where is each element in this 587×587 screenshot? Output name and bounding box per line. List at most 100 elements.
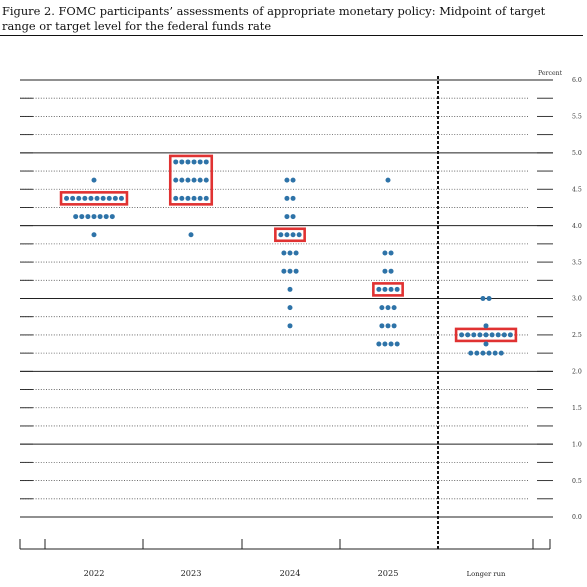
x-label-2025: 2025 [378,568,399,578]
projection-dot [173,177,179,183]
projection-dot [287,323,293,329]
projection-dot [203,177,209,183]
projection-dot [290,177,296,183]
y-tick-label: 3.0 [572,296,582,303]
y-tick-label: 0.0 [572,514,582,521]
projection-dot [203,159,209,165]
x-label-2022: 2022 [84,568,105,578]
projection-dot [112,195,118,201]
projection-dot [480,296,486,301]
projection-dot [385,305,391,311]
projection-dot [382,268,388,274]
projection-dot [498,350,504,356]
median-box-2022 [59,191,129,206]
projection-dot [91,177,97,183]
y-tick-label: 3.5 [572,259,582,266]
projection-dot [388,250,394,256]
y-tick-label: 2.5 [572,332,582,339]
projection-dot [290,195,296,201]
y-tick-label: 1.5 [572,405,582,412]
y-axis-unit-label: Percent [538,70,563,77]
projection-dot [459,332,465,338]
projection-dot [278,232,284,238]
projection-dot [94,195,100,201]
projection-dot [394,286,400,292]
projection-dot [185,195,191,201]
y-tick-label: 4.5 [572,186,582,193]
dots-layer [64,159,513,356]
projection-dot [477,332,483,338]
projection-dot [483,332,489,338]
projection-dot [495,332,501,338]
projection-dot [388,341,394,347]
x-label-2024: 2024 [280,568,301,578]
projection-dot [290,232,296,238]
projection-dot [501,332,507,338]
projection-dot [85,214,91,220]
projection-dot [382,250,388,256]
projection-dot [281,250,287,256]
axis-layer [19,76,551,551]
projection-dot [391,305,397,311]
projection-dot [109,214,115,220]
projection-dot [287,250,293,256]
projection-dot [394,341,400,347]
projection-dot [468,350,474,356]
grid-layer [20,79,553,518]
projection-dot [191,195,197,201]
projection-dot [486,350,492,356]
projection-dot [379,305,385,311]
projection-dot [293,268,299,274]
projection-dot [287,286,293,292]
projection-dot [483,341,489,347]
median-boxes [59,154,518,343]
projection-dot [173,159,179,165]
projection-dot [73,214,79,220]
projection-dot [388,268,394,274]
projection-dot [385,177,391,183]
projection-dot [376,341,382,347]
y-tick-label: 5.0 [572,150,582,157]
projection-dot [103,214,109,220]
projection-dot [188,232,194,238]
projection-dot [296,232,302,238]
projection-dot [100,195,106,201]
y-tick-label: 2.0 [572,369,582,376]
title-rule [0,35,583,36]
projection-dot [64,195,70,201]
projection-dot [287,268,293,274]
projection-dot [191,159,197,165]
projection-dot [185,177,191,183]
projection-dot [179,195,185,201]
projection-dot [492,350,498,356]
figure-title: Figure 2. FOMC participants’ assessments… [2,4,546,33]
projection-dot [88,195,94,201]
projection-dot [507,332,513,338]
projection-dot [284,195,290,201]
projection-dot [197,195,203,201]
labels-layer: 0.0 0.5 1.0 1.5 2.0 2.5 3.0 3.5 4.0 4.5 5.0 5.5 6.0 P… [84,70,582,578]
projection-dot [483,323,489,329]
projection-dot [70,195,76,201]
projection-dot [82,195,88,201]
projection-dot [480,350,486,356]
median-box-2024 [274,227,306,243]
projection-dot [185,159,191,165]
x-label-2023: 2023 [181,568,202,578]
median-box-2023 [168,154,214,206]
y-tick-label: 4.0 [572,223,582,230]
projection-dot [281,268,287,274]
projection-dot [106,195,112,201]
projection-dot [91,232,97,238]
projection-dot [284,232,290,238]
projection-dot [385,323,391,329]
projection-dot [284,214,290,220]
projection-dot [489,332,495,338]
projection-dot [379,323,385,329]
projection-dot [197,177,203,183]
projection-dot [173,195,179,201]
projection-dot [191,177,197,183]
projection-dot [465,332,471,338]
median-box-2025 [372,282,404,297]
